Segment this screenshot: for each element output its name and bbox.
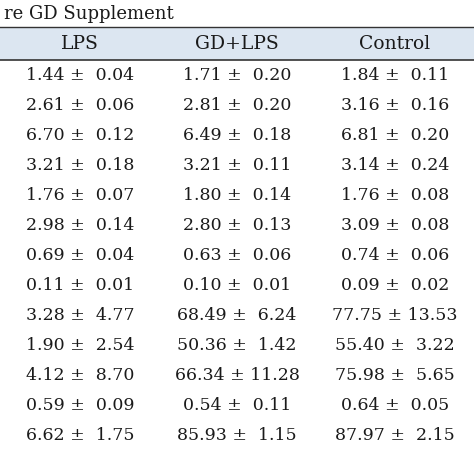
Text: 55.40 ±  3.22: 55.40 ± 3.22 [335,337,455,354]
Text: 1.76 ±  0.08: 1.76 ± 0.08 [341,186,449,203]
Text: 1.90 ±  2.54: 1.90 ± 2.54 [26,337,134,354]
Text: 2.80 ±  0.13: 2.80 ± 0.13 [183,217,291,234]
Text: re GD Supplement: re GD Supplement [4,4,174,22]
Text: 1.80 ±  0.14: 1.80 ± 0.14 [183,186,291,203]
Text: 0.54 ±  0.11: 0.54 ± 0.11 [183,396,291,413]
Text: 1.71 ±  0.20: 1.71 ± 0.20 [183,66,291,83]
Text: 6.81 ±  0.20: 6.81 ± 0.20 [341,127,449,144]
Text: 0.11 ±  0.01: 0.11 ± 0.01 [26,276,134,293]
Text: 0.10 ±  0.01: 0.10 ± 0.01 [183,276,291,293]
Text: 66.34 ± 11.28: 66.34 ± 11.28 [174,366,300,383]
Text: 2.81 ±  0.20: 2.81 ± 0.20 [183,97,291,113]
Text: 0.74 ±  0.06: 0.74 ± 0.06 [341,246,449,264]
Text: 6.62 ±  1.75: 6.62 ± 1.75 [26,427,134,444]
Text: 75.98 ±  5.65: 75.98 ± 5.65 [335,366,455,383]
Text: 1.76 ±  0.07: 1.76 ± 0.07 [26,186,134,203]
Text: 0.63 ±  0.06: 0.63 ± 0.06 [183,246,291,264]
Text: 1.44 ±  0.04: 1.44 ± 0.04 [26,66,134,83]
Text: 87.97 ±  2.15: 87.97 ± 2.15 [335,427,455,444]
Text: 3.09 ±  0.08: 3.09 ± 0.08 [341,217,449,234]
Text: GD+LPS: GD+LPS [195,35,279,53]
Text: 2.98 ±  0.14: 2.98 ± 0.14 [26,217,134,234]
Text: 3.16 ±  0.16: 3.16 ± 0.16 [341,97,449,113]
Text: 6.49 ±  0.18: 6.49 ± 0.18 [183,127,291,144]
Text: 3.21 ±  0.18: 3.21 ± 0.18 [26,156,134,173]
Text: LPS: LPS [61,35,99,53]
Text: 68.49 ±  6.24: 68.49 ± 6.24 [177,307,297,323]
Text: 0.09 ±  0.02: 0.09 ± 0.02 [341,276,449,293]
Text: 0.64 ±  0.05: 0.64 ± 0.05 [341,396,449,413]
Bar [0,27,474,60]
Text: 2.61 ±  0.06: 2.61 ± 0.06 [26,97,134,113]
Text: 3.28 ±  4.77: 3.28 ± 4.77 [26,307,134,323]
Text: 50.36 ±  1.42: 50.36 ± 1.42 [177,337,297,354]
Text: 0.69 ±  0.04: 0.69 ± 0.04 [26,246,134,264]
Text: 1.84 ±  0.11: 1.84 ± 0.11 [341,66,449,83]
Text: 4.12 ±  8.70: 4.12 ± 8.70 [26,366,134,383]
Text: 77.75 ± 13.53: 77.75 ± 13.53 [332,307,458,323]
Text: 6.70 ±  0.12: 6.70 ± 0.12 [26,127,134,144]
Text: 3.14 ±  0.24: 3.14 ± 0.24 [341,156,449,173]
Text: 0.59 ±  0.09: 0.59 ± 0.09 [26,396,134,413]
Text: 3.21 ±  0.11: 3.21 ± 0.11 [183,156,291,173]
Text: 85.93 ±  1.15: 85.93 ± 1.15 [177,427,297,444]
Text: Control: Control [359,35,430,53]
